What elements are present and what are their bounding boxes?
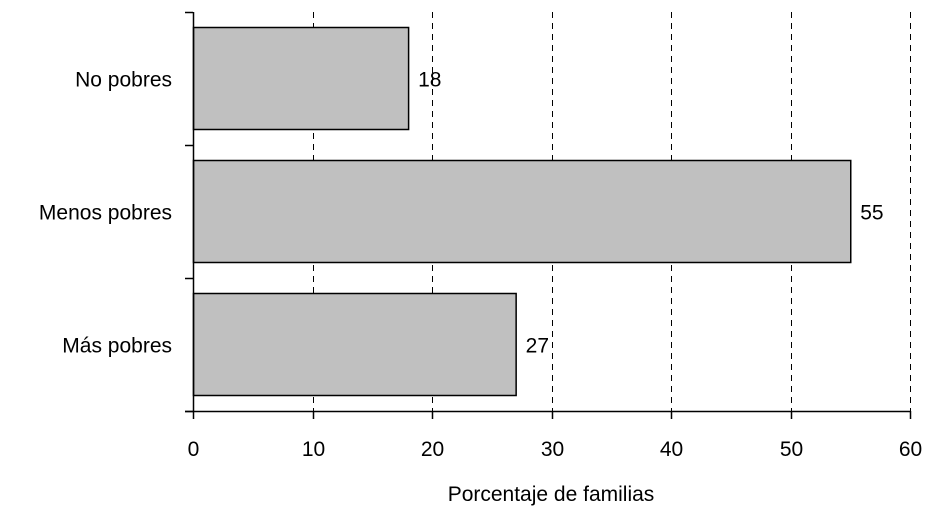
x-tick-label-40: 40	[660, 438, 683, 461]
x-tick-label-30: 30	[541, 438, 564, 461]
x-tick-label-0: 0	[188, 438, 200, 461]
x-tick-label-20: 20	[421, 438, 444, 461]
x-tick-label-60: 60	[899, 438, 922, 461]
category-label-0: No pobres	[75, 69, 172, 92]
x-tick-label-50: 50	[780, 438, 803, 461]
category-label-2: Más pobres	[62, 335, 172, 358]
axes	[185, 11, 912, 419]
category-label-1: Menos pobres	[39, 202, 172, 225]
bar-no-pobres	[192, 26, 410, 131]
x-axis-title: Porcentaje de familias	[448, 483, 655, 506]
bars	[192, 26, 852, 397]
data-label-1: 55	[860, 202, 883, 225]
bar-m-s-pobres	[192, 292, 517, 397]
data-label-0: 18	[418, 69, 441, 92]
data-label-2: 27	[526, 335, 549, 358]
bar-menos-pobres	[192, 159, 852, 264]
labels: 18 No pobres 55 Menos pobres 27 Más pobres 0 10…	[39, 69, 922, 462]
x-tick-label-10: 10	[302, 438, 325, 461]
